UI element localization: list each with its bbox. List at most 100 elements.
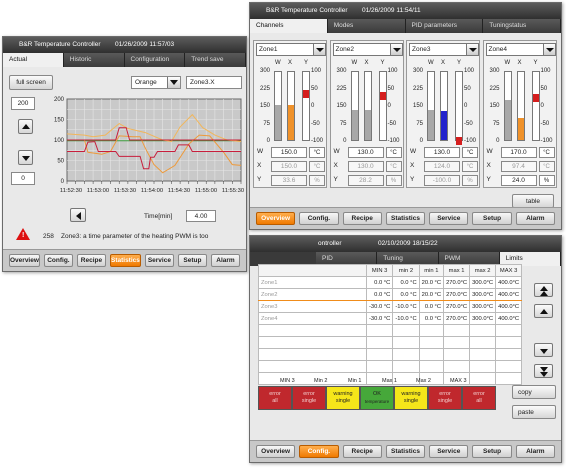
tab-channels[interactable]: Channels <box>250 19 328 33</box>
arrow-up-icon <box>21 124 30 129</box>
w-value[interactable]: 150.0 <box>271 147 307 158</box>
table-row[interactable]: Zone3 -30.0 °C -10.0 °C 0.0 °C 270.0°C 300.0°… <box>258 300 523 313</box>
scroll-left-button[interactable] <box>70 208 86 222</box>
y-min-input[interactable]: 0 <box>11 172 35 185</box>
chevron-down-icon[interactable] <box>313 44 325 55</box>
nav-statistics[interactable]: Statistics <box>109 254 141 267</box>
limit-cell[interactable]: 0.0 °C <box>392 276 420 289</box>
nav-statistics[interactable]: Statistics <box>385 212 426 225</box>
limit-cell[interactable]: 400.0°C <box>495 276 523 289</box>
nav-overview[interactable]: Overview <box>256 212 296 225</box>
nav-recipe[interactable]: Recipe <box>342 445 382 458</box>
limit-cell[interactable]: 0.0 °C <box>418 300 445 313</box>
band-boundary-label: Max 2 <box>416 378 431 384</box>
nav-alarm[interactable]: Alarm <box>515 212 555 225</box>
limit-cell[interactable]: 400.0°C <box>495 312 523 325</box>
tab-tuningstatus[interactable]: Tuningstatus <box>483 19 561 33</box>
w-value[interactable]: 170.0 <box>500 147 537 158</box>
limit-cell[interactable]: -30.0 °C <box>365 312 394 325</box>
limit-cell[interactable]: 300.0°C <box>469 300 497 313</box>
limit-cell[interactable]: 400.0°C <box>495 288 523 301</box>
table-row[interactable]: Zone2 0.0 °C 0.0 °C 20.0 °C 270.0°C 300.0°C 40… <box>258 288 523 301</box>
nav-config[interactable]: Config. <box>43 254 73 267</box>
scroll-up-button[interactable] <box>534 304 553 318</box>
nav-overview[interactable]: Overview <box>9 254 40 267</box>
band-line2: all <box>476 398 482 404</box>
nav-setup[interactable]: Setup <box>177 254 207 267</box>
limit-cell[interactable]: 270.0°C <box>443 276 471 289</box>
nav-service[interactable]: Service <box>429 212 469 225</box>
tab-pid[interactable]: PID <box>316 252 378 266</box>
time-range-input[interactable]: 4.00 <box>186 210 216 222</box>
table-row[interactable] <box>258 360 523 373</box>
limit-cell[interactable]: -30.0 °C <box>365 300 394 313</box>
limit-cell[interactable]: 300.0°C <box>469 276 497 289</box>
tab-trend-save[interactable]: Trend save <box>185 53 246 67</box>
table-row[interactable] <box>258 324 523 337</box>
limit-cell[interactable]: 300.0°C <box>469 288 497 301</box>
nav-recipe[interactable]: Recipe <box>76 254 106 267</box>
chevron-down-icon[interactable] <box>466 44 478 55</box>
nav-overview[interactable]: Overview <box>256 445 296 458</box>
table-row[interactable] <box>258 336 523 349</box>
nav-statistics[interactable]: Statistics <box>385 445 426 458</box>
scroll-bottom-button[interactable] <box>534 364 553 378</box>
table-row[interactable] <box>258 348 523 361</box>
zone-select[interactable]: Zone1 <box>256 43 326 56</box>
limit-cell[interactable]: 20.0 °C <box>418 288 445 301</box>
limit-cell[interactable]: -10.0 °C <box>392 312 420 325</box>
limit-cell[interactable]: 0.0 °C <box>418 312 445 325</box>
tab-pid-parameters[interactable]: PID parameters <box>405 19 484 33</box>
copy-button[interactable]: copy <box>512 385 556 399</box>
nav-setup[interactable]: Setup <box>472 445 512 458</box>
limit-cell[interactable]: -10.0 °C <box>392 300 420 313</box>
tab-pwm[interactable]: PWM <box>438 252 500 266</box>
nav-service[interactable]: Service <box>429 445 469 458</box>
nav-alarm[interactable]: Alarm <box>515 445 555 458</box>
table-row[interactable]: Zone1 0.0 °C 0.0 °C 20.0 °C 270.0°C 300.0°C 40… <box>258 276 523 289</box>
y-max-input[interactable]: 200 <box>11 97 35 110</box>
w-value[interactable]: 130.0 <box>347 147 384 158</box>
w-value[interactable]: 130.0 <box>424 147 460 158</box>
table-button[interactable]: table <box>512 194 554 208</box>
color-select[interactable]: Orange <box>131 76 181 89</box>
table-row[interactable]: Zone4 -30.0 °C -10.0 °C 0.0 °C 270.0°C 300.0°… <box>258 312 523 325</box>
limit-cell[interactable]: 300.0°C <box>469 312 497 325</box>
limit-cell[interactable]: 270.0°C <box>443 288 471 301</box>
chevron-down-icon[interactable] <box>542 44 555 55</box>
chevron-down-icon[interactable] <box>389 44 402 55</box>
tab-limits[interactable]: Limits <box>499 252 561 266</box>
nav-config[interactable]: Config. <box>299 212 339 225</box>
y-up-button[interactable] <box>18 119 33 134</box>
tab-tuning[interactable]: Tuning <box>377 252 439 266</box>
nav-recipe[interactable]: Recipe <box>342 212 382 225</box>
scroll-down-button[interactable] <box>534 343 553 357</box>
tab-modes[interactable]: Modes <box>327 19 406 33</box>
zone-select[interactable]: Zone4 <box>485 43 556 56</box>
fullscreen-button[interactable]: full screen <box>9 75 53 90</box>
limit-cell[interactable]: 0.0 °C <box>392 288 420 301</box>
left-tick-label: 225 <box>336 85 347 92</box>
limit-cell[interactable]: 270.0°C <box>443 312 471 325</box>
tab-actual[interactable]: Actual <box>3 53 64 67</box>
nav-config[interactable]: Config. <box>299 445 339 458</box>
nav-setup[interactable]: Setup <box>472 212 512 225</box>
zone-select[interactable]: Zone2 <box>332 43 403 56</box>
limit-cell[interactable]: 400.0°C <box>495 300 523 313</box>
scroll-top-button[interactable] <box>534 283 553 297</box>
chevron-down-icon[interactable] <box>167 77 180 88</box>
paste-button[interactable]: paste <box>512 405 556 419</box>
limit-cell[interactable]: 0.0 °C <box>365 288 394 301</box>
limit-cell[interactable]: 20.0 °C <box>418 276 445 289</box>
tab-historic[interactable]: Historic <box>63 53 125 67</box>
nav-service[interactable]: Service <box>144 254 174 267</box>
table-row[interactable] <box>258 372 523 385</box>
limit-cell[interactable]: 0.0 °C <box>365 276 394 289</box>
limit-cell[interactable]: 270.0°C <box>443 300 471 313</box>
y-down-button[interactable] <box>18 150 33 165</box>
zone-select-field[interactable]: Zone3.X <box>186 76 242 89</box>
zone-select[interactable]: Zone3 <box>409 43 479 56</box>
tab-configuration[interactable]: Configuration <box>124 53 186 67</box>
nav-alarm[interactable]: Alarm <box>210 254 240 267</box>
x-actual-bar <box>516 71 525 141</box>
